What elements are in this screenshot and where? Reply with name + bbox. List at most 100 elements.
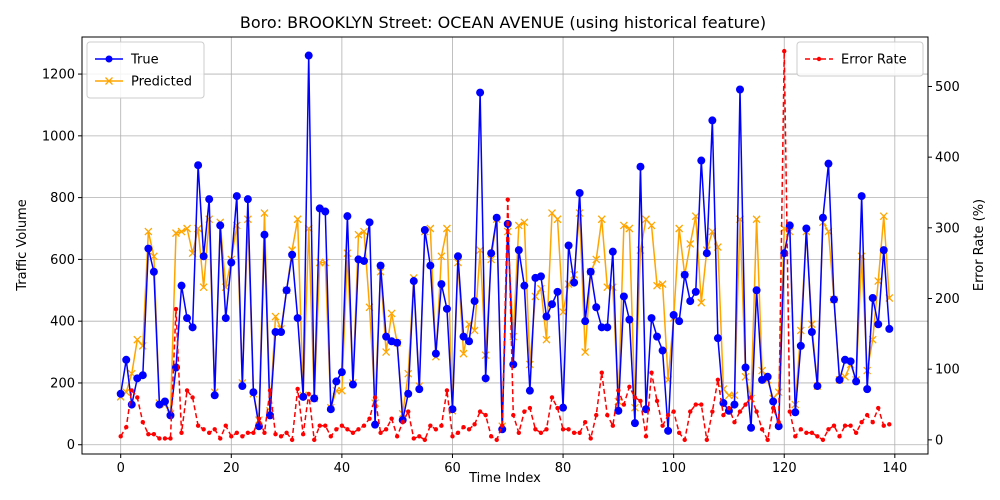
x-tick-label: 20 [223, 461, 240, 476]
point-true [857, 192, 866, 201]
point-error-rate [157, 436, 162, 441]
point-true [221, 314, 230, 323]
point-true [736, 85, 744, 94]
point-true [476, 88, 485, 97]
point-error-rate [643, 434, 649, 439]
point-error-rate [527, 405, 533, 411]
point-true [713, 334, 722, 343]
point-error-rate [848, 423, 853, 428]
point-error-rate [627, 384, 632, 390]
point-true [542, 312, 551, 321]
series-error-rate [118, 48, 892, 443]
y-tick-label-left: 1200 [42, 68, 75, 83]
point-error-rate [522, 409, 527, 414]
point-predicted [647, 221, 656, 230]
point-true [431, 349, 440, 358]
point-predicted [525, 360, 534, 369]
point-error-rate [638, 398, 643, 404]
point-predicted [575, 209, 584, 218]
point-error-rate [300, 432, 306, 437]
point-predicted [442, 224, 451, 233]
point-error-rate [837, 434, 842, 439]
point-true [321, 207, 330, 216]
point-true [863, 385, 872, 394]
point-error-rate [864, 412, 870, 418]
point-error-rate [566, 427, 571, 432]
y-axis-left: 0 200 400 600 800 1000 1200 [42, 68, 82, 453]
point-error-rate [477, 409, 483, 414]
point-true [371, 420, 380, 429]
point-predicted [520, 218, 529, 227]
point-error-rate [450, 434, 455, 439]
point-error-rate [439, 423, 444, 428]
y-tick-label-right: 300 [935, 221, 960, 236]
point-predicted [592, 255, 601, 264]
point-true [232, 192, 241, 201]
point-error-rate [859, 419, 864, 425]
point-predicted [719, 385, 728, 394]
x-axis-label: Time Index [468, 471, 541, 486]
point-error-rate [135, 395, 140, 400]
point-true [846, 357, 855, 366]
point-predicted [752, 215, 761, 224]
point-error-rate [422, 437, 428, 443]
point-error-rate [223, 423, 228, 428]
point-error-rate [555, 405, 560, 411]
point-error-rate [737, 409, 743, 414]
point-error-rate [815, 434, 820, 439]
point-error-rate [571, 430, 577, 435]
point-true [548, 300, 556, 309]
point-predicted [559, 307, 568, 316]
point-error-rate [433, 427, 439, 432]
point-true [216, 221, 225, 230]
point-error-rate [754, 409, 759, 414]
point-true [614, 406, 623, 415]
point-predicted [686, 239, 695, 248]
point-error-rate [732, 419, 737, 425]
point-error-rate [411, 436, 416, 441]
point-error-rate [400, 419, 405, 425]
point-predicted [531, 292, 540, 301]
point-predicted [625, 224, 634, 233]
point-predicted [597, 215, 606, 224]
point-error-rate [350, 430, 356, 435]
point-error-rate [394, 434, 400, 439]
point-error-rate [831, 423, 837, 428]
point-error-rate [715, 377, 721, 382]
point-error-rate [472, 422, 477, 427]
point-true [675, 317, 684, 326]
point-true [570, 278, 579, 287]
point-error-rate [511, 412, 516, 418]
chart-title: Boro: BROOKLYN Street: OCEAN AVENUE (usi… [240, 13, 766, 32]
point-error-rate [560, 427, 566, 432]
point-error-rate [494, 437, 499, 443]
point-error-rate [417, 434, 422, 439]
point-true [636, 162, 645, 171]
point-error-rate [179, 430, 184, 435]
point-true [619, 292, 628, 301]
point-true [680, 270, 689, 279]
point-error-rate [383, 427, 389, 432]
point-true [514, 246, 523, 255]
point-error-rate [748, 395, 754, 400]
point-true [747, 423, 756, 432]
point-error-rate [671, 409, 676, 414]
point-true [426, 261, 435, 270]
point-predicted [691, 212, 700, 221]
point-error-rate [870, 419, 875, 425]
point-true [260, 230, 269, 239]
point-error-rate [140, 419, 146, 425]
point-true [205, 195, 214, 204]
y-tick-label-left: 600 [50, 253, 75, 268]
point-true [741, 363, 750, 372]
point-true [796, 341, 805, 350]
y-tick-label-left: 800 [50, 191, 75, 206]
point-true [116, 389, 125, 398]
point-predicted [741, 372, 750, 381]
point-error-rate [809, 430, 815, 435]
point-true [183, 314, 192, 323]
point-predicted [199, 283, 208, 292]
point-error-rate [704, 437, 710, 443]
point-true [404, 389, 413, 398]
x-tick-label: 100 [661, 461, 686, 476]
